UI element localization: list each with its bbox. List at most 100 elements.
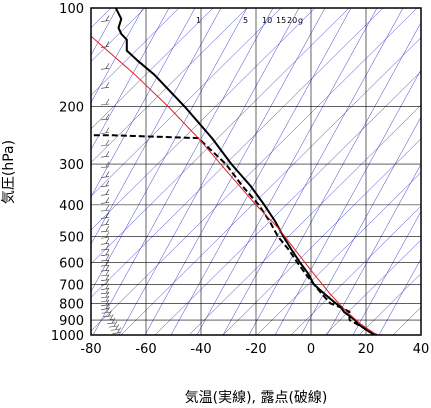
y-tick-label: 700	[59, 278, 84, 293]
y-tick-label: 600	[59, 256, 84, 271]
mixing-ratio-label: g	[298, 16, 303, 25]
wind-barb	[100, 180, 110, 188]
wind-barb	[100, 269, 110, 277]
dewpoint-line	[93, 134, 375, 335]
x-tick-label: -60	[135, 342, 156, 357]
adiabat-line	[324, 239, 421, 335]
adiabat-line	[91, 8, 144, 103]
wind-barb	[100, 171, 110, 178]
wind-barb	[100, 232, 110, 239]
wind-barb	[107, 317, 116, 325]
y-tick-label: 900	[59, 314, 84, 329]
y-tick-label: 200	[59, 100, 84, 115]
adiabat-line	[274, 69, 421, 335]
wind-barb	[100, 161, 110, 169]
mixing-ratio-label: 10	[262, 16, 272, 25]
y-tick-label: 500	[59, 231, 84, 246]
wind-barb	[100, 113, 110, 121]
parcel-line	[91, 35, 378, 335]
adiabat-line	[222, 138, 421, 335]
wind-barb	[100, 189, 110, 196]
adiabat-line	[91, 8, 196, 198]
adiabat-line	[392, 306, 421, 335]
sounding-lines	[91, 8, 378, 335]
wind-barb	[100, 151, 110, 158]
adiabat-line	[196, 8, 378, 335]
mixing-ratio-labels: 15101520g	[196, 16, 303, 25]
adiabat-line	[358, 273, 421, 335]
adiabat-line	[91, 8, 384, 298]
x-tick-label: -20	[245, 342, 266, 357]
mixing-ratio-label: 1	[196, 16, 201, 25]
adiabat-line	[91, 8, 248, 163]
adiabat-line	[378, 258, 421, 335]
plot-frame	[90, 7, 422, 336]
wind-barbs	[100, 15, 121, 334]
wind-barb	[100, 299, 110, 307]
wind-barb	[105, 314, 114, 321]
adiabat-lines	[91, 8, 431, 335]
adiabat-line	[188, 104, 421, 335]
wind-barb	[100, 254, 110, 262]
adiabat-line	[91, 8, 350, 265]
wind-barb	[100, 225, 110, 233]
y-axis-title: 気圧(hPa)	[1, 140, 17, 204]
mixing-ratio-label: 5	[243, 16, 248, 25]
wind-barb	[100, 219, 110, 226]
wind-barb	[100, 98, 110, 106]
adiabat-line	[326, 163, 421, 335]
grid-lines	[91, 8, 421, 335]
x-tick-label: 20	[358, 342, 375, 357]
adiabat-line	[92, 8, 274, 335]
wind-barb	[100, 82, 110, 89]
adiabat-line	[248, 22, 421, 335]
wind-barb	[108, 320, 118, 328]
adiabat-line	[91, 8, 222, 245]
temperature-line	[114, 8, 378, 335]
wind-barb	[100, 15, 110, 22]
y-tick-label: 100	[59, 2, 84, 17]
wind-barb	[100, 127, 110, 134]
adiabat-line	[91, 8, 418, 332]
x-axis-title: 気温(実線), 露点(破線)	[185, 390, 328, 406]
adiabat-line	[222, 8, 404, 335]
wind-barb	[100, 238, 110, 245]
adiabat-line	[91, 8, 316, 231]
wind-barb	[100, 291, 110, 299]
wind-barb	[112, 327, 121, 334]
adiabat-line	[91, 8, 282, 197]
wind-barb	[100, 139, 110, 147]
adiabat-line	[91, 8, 214, 130]
wind-barb	[100, 63, 110, 70]
wind-barb	[101, 307, 110, 314]
adiabat-line	[427, 8, 431, 335]
wind-barb	[100, 204, 110, 212]
adiabat-line	[91, 8, 248, 292]
adiabat-line	[256, 172, 421, 335]
x-tick-label: 40	[413, 342, 430, 357]
y-tick-label: 400	[59, 199, 84, 214]
wind-barb	[100, 287, 110, 295]
wind-barb	[110, 324, 120, 331]
adiabat-line	[91, 8, 170, 151]
wind-barb	[100, 212, 110, 219]
x-tick-label: -80	[80, 342, 101, 357]
wind-barb	[100, 283, 110, 290]
wind-barb	[100, 197, 110, 204]
plot-area	[91, 8, 431, 335]
wind-barb	[100, 41, 110, 48]
adiabat-line	[154, 71, 421, 335]
wind-barb	[100, 243, 110, 251]
wind-barb	[100, 265, 110, 272]
wind-barb	[100, 279, 110, 286]
y-tick-label: 1000	[51, 329, 84, 344]
wind-barb	[100, 303, 110, 310]
wind-barb	[103, 310, 112, 318]
adiabat-line	[290, 205, 421, 335]
adiabat-line	[120, 37, 421, 335]
x-tick-label: -40	[190, 342, 211, 357]
x-tick-labels: -80 -60 -40 -20 0 20 40	[80, 342, 429, 357]
wind-barb	[100, 295, 110, 303]
wind-barb	[100, 274, 110, 281]
